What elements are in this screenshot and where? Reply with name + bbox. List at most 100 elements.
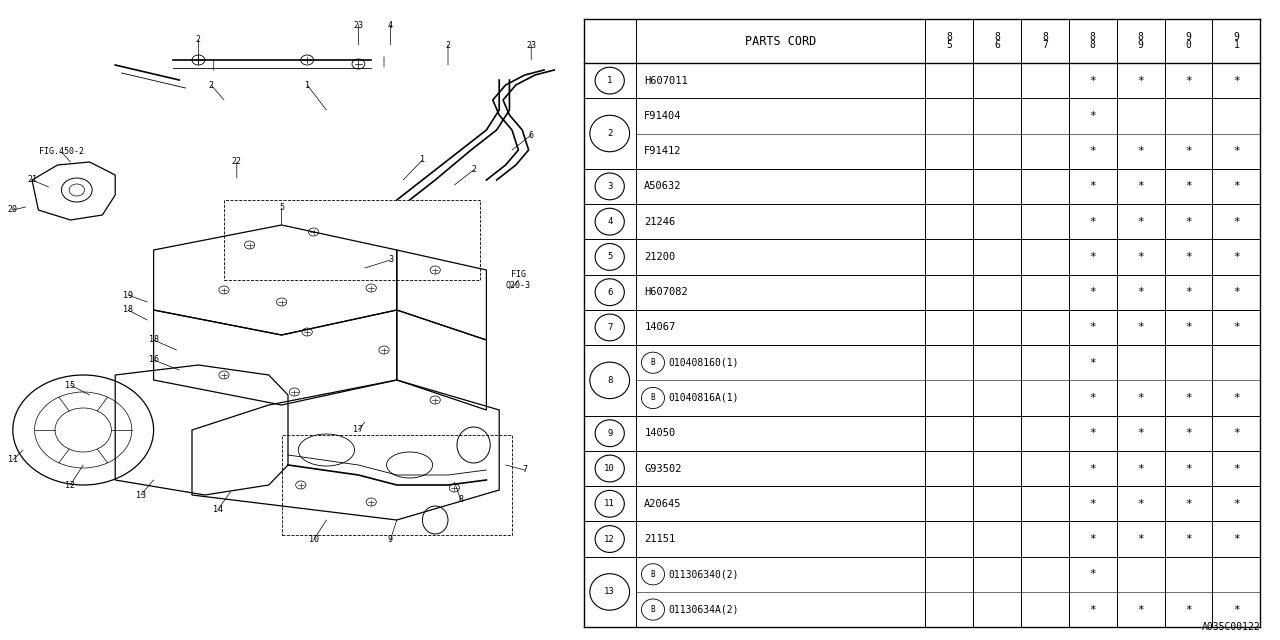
Text: *: * — [1233, 217, 1240, 227]
Text: 6: 6 — [607, 288, 612, 297]
Text: 2: 2 — [209, 81, 214, 90]
Text: 7: 7 — [522, 465, 527, 474]
Text: *: * — [1089, 146, 1096, 156]
Text: *: * — [1233, 252, 1240, 262]
Text: *: * — [1137, 428, 1144, 438]
Text: *: * — [1137, 323, 1144, 332]
Text: 14067: 14067 — [644, 323, 676, 332]
Text: *: * — [1185, 146, 1192, 156]
Text: 14050: 14050 — [644, 428, 676, 438]
Text: 23: 23 — [353, 20, 364, 29]
Text: *: * — [1089, 499, 1096, 509]
Text: *: * — [1233, 605, 1240, 614]
Text: 11: 11 — [604, 499, 616, 508]
Text: 13: 13 — [136, 490, 146, 499]
Text: 011306340(2): 011306340(2) — [668, 570, 739, 579]
Text: *: * — [1137, 146, 1144, 156]
Text: 8: 8 — [607, 376, 612, 385]
Text: 8
7: 8 7 — [1042, 32, 1048, 51]
Text: *: * — [1233, 534, 1240, 544]
Text: 2: 2 — [196, 35, 201, 45]
Text: H607082: H607082 — [644, 287, 687, 297]
Text: *: * — [1089, 358, 1096, 368]
Text: *: * — [1185, 181, 1192, 191]
Text: F91404: F91404 — [644, 111, 682, 121]
Text: *: * — [1137, 287, 1144, 297]
Text: F91412: F91412 — [644, 146, 682, 156]
Text: *: * — [1185, 252, 1192, 262]
Text: 13: 13 — [604, 588, 616, 596]
Text: *: * — [1185, 323, 1192, 332]
Text: *: * — [1089, 252, 1096, 262]
Text: PARTS CORD: PARTS CORD — [745, 35, 817, 47]
Text: *: * — [1137, 217, 1144, 227]
Text: *: * — [1185, 393, 1192, 403]
Text: 18: 18 — [148, 335, 159, 344]
Text: 12: 12 — [604, 534, 616, 543]
Text: 15: 15 — [65, 381, 76, 390]
Text: 9: 9 — [607, 429, 612, 438]
Text: 4: 4 — [388, 20, 393, 29]
Text: 01040816A(1): 01040816A(1) — [668, 393, 739, 403]
Text: 21151: 21151 — [644, 534, 676, 544]
Text: *: * — [1233, 146, 1240, 156]
Text: H607011: H607011 — [644, 76, 687, 86]
Text: 23: 23 — [526, 40, 536, 49]
Text: *: * — [1089, 428, 1096, 438]
Text: 1: 1 — [305, 81, 310, 90]
Text: 4: 4 — [607, 217, 612, 226]
Bar — [282, 435, 512, 535]
Text: 10: 10 — [308, 536, 319, 545]
Text: 12: 12 — [65, 481, 76, 490]
Text: B: B — [650, 358, 655, 367]
Text: *: * — [1185, 463, 1192, 474]
Text: 2: 2 — [445, 40, 451, 49]
Text: *: * — [1089, 463, 1096, 474]
Text: *: * — [1185, 428, 1192, 438]
Text: *: * — [1089, 111, 1096, 121]
Text: 3: 3 — [607, 182, 612, 191]
Text: *: * — [1185, 287, 1192, 297]
Text: 2: 2 — [471, 166, 476, 175]
Text: 8: 8 — [458, 495, 463, 504]
Text: *: * — [1089, 76, 1096, 86]
Text: *: * — [1089, 181, 1096, 191]
Text: FIG
Q20-3: FIG Q20-3 — [506, 270, 531, 290]
Text: *: * — [1233, 181, 1240, 191]
Text: 5: 5 — [279, 204, 284, 212]
Text: 22: 22 — [232, 157, 242, 166]
Text: *: * — [1089, 605, 1096, 614]
Text: *: * — [1233, 76, 1240, 86]
Text: *: * — [1185, 76, 1192, 86]
Text: 9
0: 9 0 — [1185, 32, 1192, 51]
Text: *: * — [1233, 323, 1240, 332]
Text: *: * — [1137, 605, 1144, 614]
Text: 8
6: 8 6 — [995, 32, 1000, 51]
Text: *: * — [1233, 499, 1240, 509]
Text: 1: 1 — [607, 76, 612, 85]
Text: *: * — [1137, 499, 1144, 509]
Text: 8
9: 8 9 — [1138, 32, 1143, 51]
Text: 11: 11 — [8, 456, 18, 465]
Text: 21200: 21200 — [644, 252, 676, 262]
Text: *: * — [1137, 463, 1144, 474]
Bar — [224, 200, 480, 280]
Text: 2: 2 — [607, 129, 612, 138]
Text: 010408160(1): 010408160(1) — [668, 358, 739, 368]
Text: 16: 16 — [148, 355, 159, 365]
Text: *: * — [1233, 463, 1240, 474]
Text: *: * — [1137, 252, 1144, 262]
Text: *: * — [1185, 534, 1192, 544]
Text: *: * — [1185, 217, 1192, 227]
Text: FIG.450-2: FIG.450-2 — [38, 147, 84, 157]
Text: 8
8: 8 8 — [1089, 32, 1096, 51]
Text: 1: 1 — [420, 156, 425, 164]
Text: A50632: A50632 — [644, 181, 682, 191]
Text: *: * — [1137, 534, 1144, 544]
Text: 10: 10 — [604, 464, 616, 473]
Text: 3: 3 — [388, 255, 393, 264]
Text: B: B — [650, 570, 655, 579]
Text: 01130634A(2): 01130634A(2) — [668, 605, 739, 614]
Text: 21246: 21246 — [644, 217, 676, 227]
Text: 18: 18 — [123, 305, 133, 314]
